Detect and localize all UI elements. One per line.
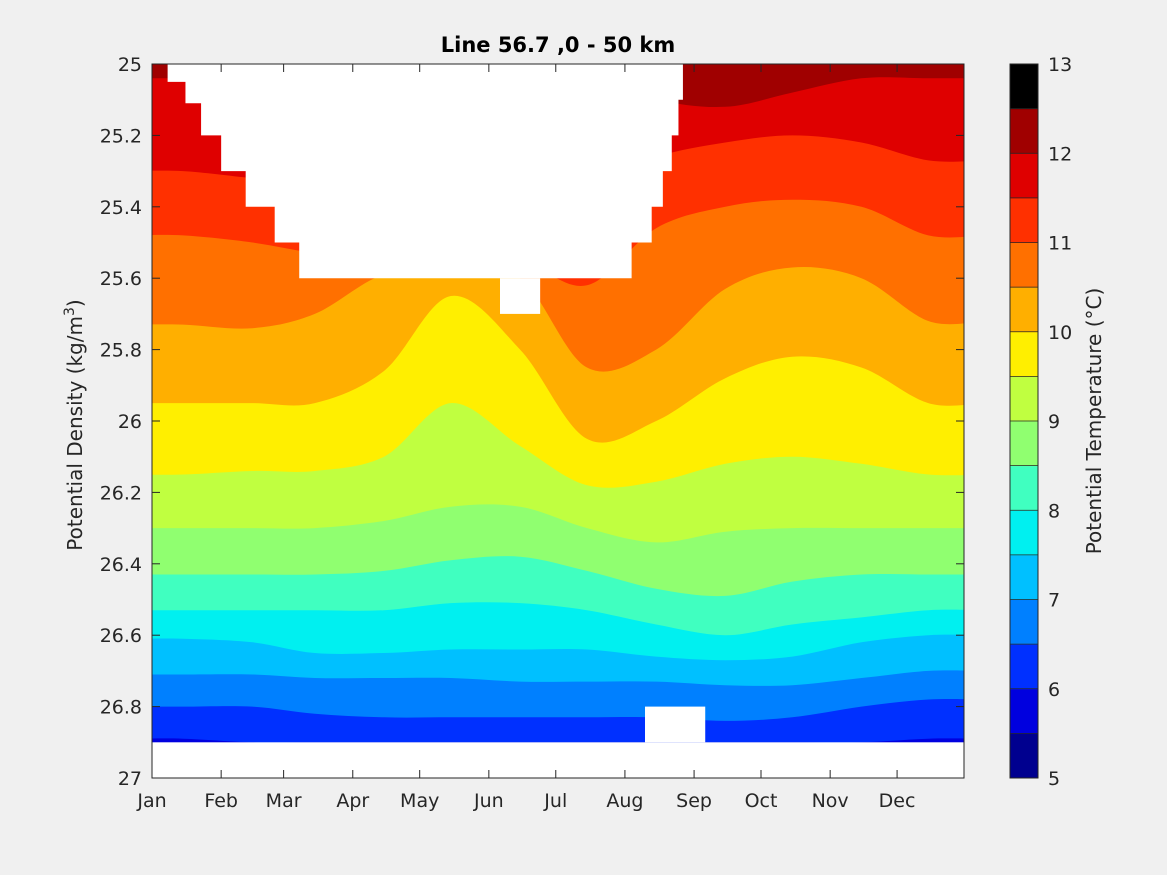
colorbar: 5 6 7 8 9 10 11 12 13: [1009, 54, 1072, 790]
x-tick-label: Apr: [336, 790, 369, 812]
y-tick-label: 26.6: [100, 625, 142, 647]
x-tick-label: Jan: [136, 790, 166, 812]
y-tick-label: 25.4: [100, 197, 142, 219]
y-tick-label: 25: [118, 54, 142, 76]
colorbar-tick-label: 12: [1048, 143, 1072, 165]
y-tick-label: 25.8: [100, 340, 142, 362]
colorbar-swatch: [1010, 197, 1038, 243]
y-tick-label: 26.2: [100, 482, 142, 504]
y-tick-label: 26.4: [100, 554, 142, 576]
colorbar-tick-label: 7: [1048, 590, 1060, 612]
y-tick-label: 26: [118, 411, 142, 433]
missing-region-1: [645, 706, 706, 743]
missing-region-2: [500, 278, 541, 314]
x-tick-label: Aug: [606, 790, 643, 812]
y-tick-label: 26.8: [100, 697, 142, 719]
x-tick-label: Dec: [879, 790, 916, 812]
missing-data-mask: [152, 64, 964, 778]
x-axis: Jan Feb Mar Apr May Jun Jul Aug Sep Oct Nov Dec: [136, 64, 915, 812]
temperature-bands: [152, 64, 964, 778]
colorbar-swatch: [1010, 465, 1038, 511]
colorbar-swatch: [1010, 510, 1038, 556]
colorbar-swatch: [1010, 644, 1038, 690]
x-tick-label: Nov: [812, 790, 849, 812]
plot-area: [151, 63, 965, 779]
x-tick-label: Sep: [676, 790, 712, 812]
colorbar-swatch: [1010, 153, 1038, 199]
y-axis-label-close: ): [63, 299, 87, 307]
y-tick-label: 25.6: [100, 268, 142, 290]
y-axis-label: Potential Density (kg/m3): [62, 299, 87, 550]
colorbar-swatch: [1010, 376, 1038, 422]
y-tick-label: 25.2: [100, 125, 142, 147]
colorbar-swatch: [1010, 331, 1038, 377]
x-tick-label: Mar: [266, 790, 302, 812]
colorbar-tick-label: 6: [1048, 679, 1060, 701]
colorbar-frame: [1009, 63, 1039, 779]
missing-region-3: [167, 64, 688, 279]
y-tick-label: 27: [118, 768, 142, 790]
colorbar-tick-label: 9: [1048, 411, 1060, 433]
colorbar-swatch: [1010, 733, 1038, 779]
colorbar-swatch: [1010, 108, 1038, 154]
colorbar-swatch: [1010, 554, 1038, 600]
y-axis-label-main: Potential Density (kg/m: [63, 316, 87, 551]
colorbar-tick-label: 13: [1048, 54, 1072, 76]
colorbar-swatch: [1010, 242, 1038, 288]
colorbar-tick-label: 11: [1048, 233, 1072, 255]
x-tick-label: Oct: [745, 790, 778, 812]
colorbar-swatch: [1010, 688, 1038, 734]
colorbar-tick-label: 5: [1048, 768, 1060, 790]
missing-region-0: [152, 742, 964, 778]
colorbar-swatch: [1010, 599, 1038, 645]
y-axis-label-superscript: 3: [62, 307, 78, 316]
colorbar-swatch: [1010, 287, 1038, 333]
colorbar-tick-label: 10: [1048, 322, 1072, 344]
x-tick-label: Jun: [473, 790, 504, 812]
x-tick-label: Jul: [543, 790, 567, 812]
x-tick-label: Feb: [204, 790, 238, 812]
colorbar-swatch: [1010, 64, 1038, 110]
colorbar-swatch: [1010, 421, 1038, 467]
chart-title: Line 56.7 ,0 - 50 km: [441, 33, 676, 57]
y-axis: 25 25.2 25.4 25.6 25.8 26 26.2 26.4 26.6 26.8 27: [100, 54, 964, 790]
colorbar-label: Potential Temperature (°C): [1082, 288, 1106, 555]
x-tick-label: May: [400, 790, 439, 812]
colorbar-tick-label: 8: [1048, 500, 1060, 522]
